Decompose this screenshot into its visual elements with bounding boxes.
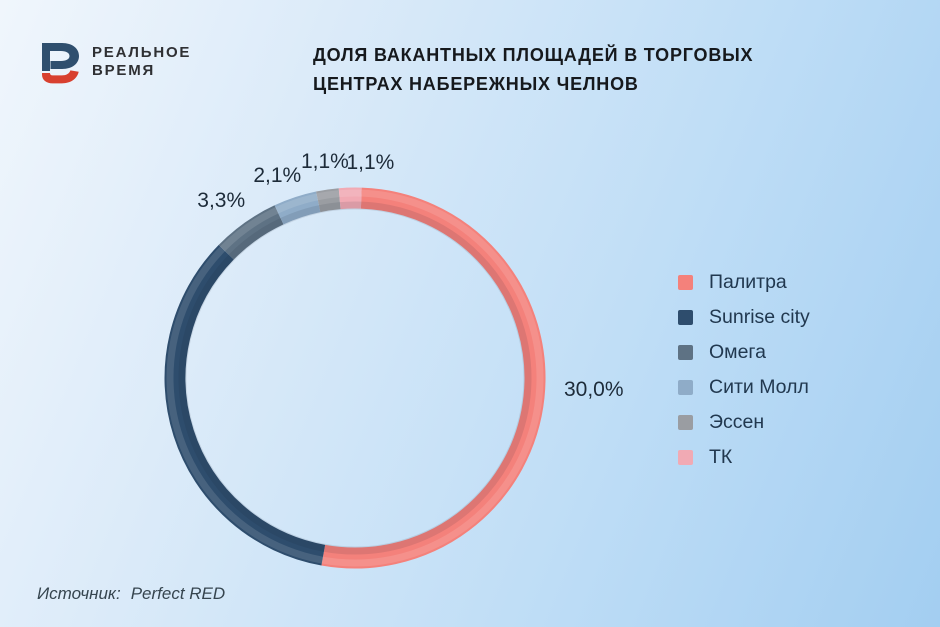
brand-name-line2: ВРЕМЯ — [92, 62, 156, 79]
legend-item: Палитра — [678, 265, 810, 300]
legend-swatch — [678, 310, 693, 325]
donut-segment — [218, 205, 284, 260]
ring-inner-shade — [178, 201, 532, 555]
donut-chart — [164, 187, 546, 569]
donut-segment — [316, 188, 341, 213]
chart-title-line1: ДОЛЯ ВАКАНТНЫХ ПЛОЩАДЕЙ В ТОРГОВЫХ — [313, 45, 754, 65]
legend-swatch — [678, 345, 693, 360]
chart-title: ДОЛЯ ВАКАНТНЫХ ПЛОЩАДЕЙ В ТОРГОВЫХ ЦЕНТР… — [313, 41, 853, 99]
legend-label: Эссен — [709, 410, 765, 433]
source-label: Источник: — [37, 584, 121, 603]
legend-item: ТК — [678, 440, 810, 475]
segment-value-label: 1,1% — [346, 151, 395, 175]
source-note: Источник: Perfect RED — [37, 584, 225, 604]
donut-segment — [274, 191, 321, 225]
legend-label: Sunrise city — [709, 305, 810, 328]
chart-legend: Палитра Sunrise city Омега Сити Молл Эссен ТК — [678, 265, 810, 475]
donut-segment — [321, 187, 546, 569]
chart-title-line2: ЦЕНТРАХ НАБЕРЕЖНЫХ ЧЕЛНОВ — [313, 74, 639, 94]
segment-value-label: 3,3% — [197, 188, 246, 212]
legend-swatch — [678, 275, 693, 290]
legend-item: Сити Молл — [678, 370, 810, 405]
source-value: Perfect RED — [130, 584, 226, 603]
segment-value-label: 2,1% — [253, 164, 302, 188]
legend-swatch — [678, 415, 693, 430]
ring-outer-highlight — [166, 189, 544, 567]
segment-value-label: 1,1% — [300, 150, 349, 174]
legend-label: Палитра — [709, 270, 787, 293]
legend-label: Омега — [709, 340, 766, 363]
legend-label: Сити Молл — [709, 375, 809, 398]
legend-item: Омега — [678, 335, 810, 370]
brand-logo-icon — [42, 43, 79, 84]
donut-segment — [338, 187, 362, 210]
segment-value-label: 30,0% — [563, 378, 624, 402]
legend-swatch — [678, 380, 693, 395]
legend-item: Эссен — [678, 405, 810, 440]
brand-name-line1: РЕАЛЬНОЕ — [92, 44, 192, 61]
donut-segment — [164, 244, 326, 566]
brand-logo: РЕАЛЬНОЕ ВРЕМЯ — [37, 40, 191, 86]
legend-swatch — [678, 450, 693, 465]
legend-label: ТК — [709, 445, 733, 468]
legend-item: Sunrise city — [678, 300, 810, 335]
